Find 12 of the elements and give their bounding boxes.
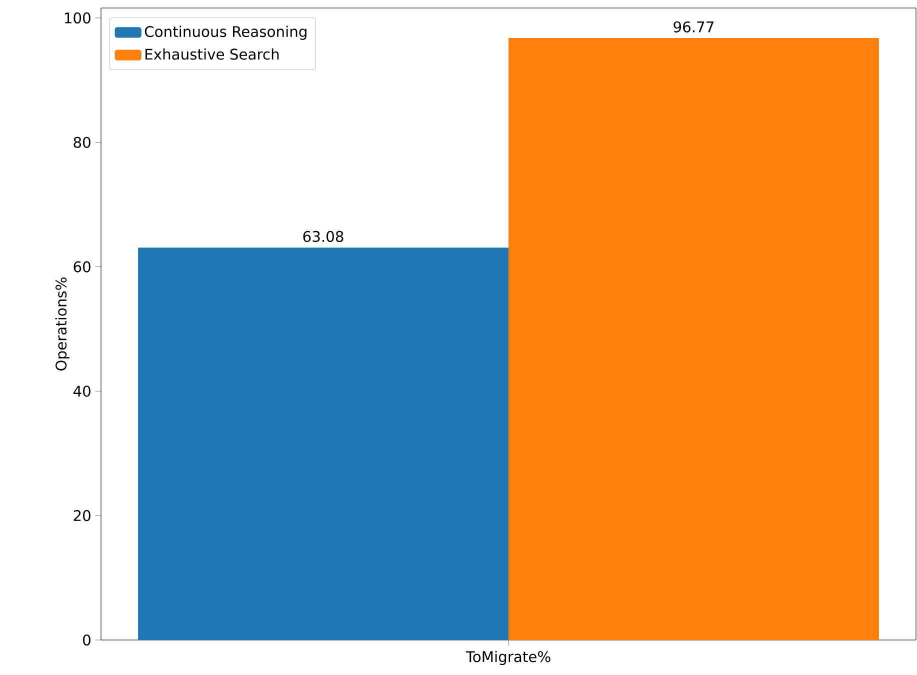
legend-label: Exhaustive Search	[146, 48, 279, 60]
data-label: 63.08	[303, 230, 344, 242]
legend-label: Continuous Reasoning	[144, 26, 306, 40]
y-tick-label: 80	[74, 136, 90, 148]
x-tick-label: ToMigrate%	[466, 650, 550, 666]
y-axis-title: Operations%	[55, 278, 70, 370]
y-tick-label: 20	[74, 510, 90, 522]
y-tick-label: 60	[74, 261, 90, 272]
y-tick-label: 100	[65, 12, 90, 24]
data-label: 96.77	[674, 21, 714, 32]
y-tick-label: 0	[83, 634, 90, 646]
y-tick-label: 40	[73, 386, 90, 397]
